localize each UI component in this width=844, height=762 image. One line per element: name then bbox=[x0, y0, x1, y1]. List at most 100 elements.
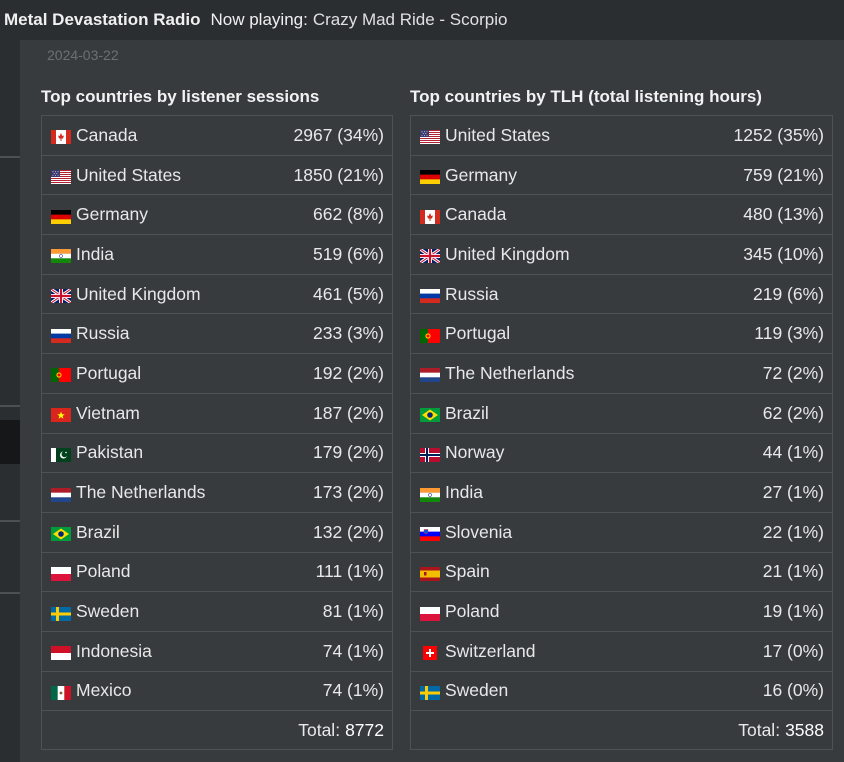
table-row: United States 1850 (21%) bbox=[42, 156, 392, 196]
germany-flag-icon bbox=[51, 208, 71, 224]
table-row: Slovenia 22 (1%) bbox=[411, 513, 832, 553]
canada-flag-icon bbox=[420, 208, 440, 224]
country-value: 480 (13%) bbox=[743, 204, 824, 225]
country-value: 173 (2%) bbox=[312, 482, 384, 503]
tlh-title: Top countries by TLH (total listening ho… bbox=[410, 87, 762, 106]
table-row: Pakistan 179 (2%) bbox=[42, 434, 392, 474]
sessions-table: Canada 2967 (34%) United States 1850 (21%) G… bbox=[41, 115, 393, 751]
country-name: Poland bbox=[76, 561, 131, 582]
country-name: United Kingdom bbox=[76, 283, 201, 304]
table-row: Canada 480 (13%) bbox=[411, 195, 832, 236]
table-row: Canada 2967 (34%) bbox=[42, 116, 392, 156]
country-value: 74 (1%) bbox=[322, 680, 384, 701]
country-name: Germany bbox=[445, 164, 517, 185]
country-name: India bbox=[445, 482, 483, 503]
tlh-total-value: 3588 bbox=[785, 719, 824, 740]
sidebar-divider bbox=[0, 405, 20, 407]
country-value: 17 (0%) bbox=[762, 640, 824, 661]
country-value: 759 (21%) bbox=[743, 164, 824, 185]
sidebar-active-item[interactable] bbox=[0, 420, 20, 464]
netherlands-flag-icon bbox=[51, 486, 71, 502]
spain-flag-icon bbox=[420, 565, 440, 581]
station-name[interactable]: Metal Devastation Radio bbox=[4, 10, 201, 29]
poland-flag-icon bbox=[51, 565, 71, 582]
pakistan-flag-icon bbox=[51, 446, 71, 462]
left-sidebar-strip bbox=[0, 40, 20, 762]
table-row: Portugal 192 (2%) bbox=[42, 354, 392, 394]
uk-flag-icon bbox=[419, 247, 441, 265]
country-name: The Netherlands bbox=[76, 482, 206, 503]
sweden-flag-icon bbox=[420, 684, 440, 700]
tlh-total-label: Total: bbox=[738, 719, 781, 740]
portugal-flag-icon bbox=[51, 366, 71, 383]
tlh-rows: United States 1252 (35%) Germany 759 (21%) C… bbox=[411, 116, 832, 712]
india-flag-icon bbox=[420, 486, 440, 502]
brazil-flag-icon bbox=[420, 406, 440, 423]
indonesia-flag-icon bbox=[51, 644, 71, 661]
country-name: Brazil bbox=[76, 521, 120, 542]
table-row: India 519 (6%) bbox=[42, 235, 392, 275]
country-value: 22 (1%) bbox=[762, 521, 824, 542]
country-value: 21 (1%) bbox=[762, 561, 824, 582]
country-name: Pakistan bbox=[76, 442, 144, 463]
table-row: Poland 19 (1%) bbox=[411, 592, 832, 632]
country-value: 187 (2%) bbox=[312, 402, 384, 423]
portugal-flag-icon bbox=[420, 327, 440, 343]
brazil-flag-icon bbox=[51, 525, 71, 542]
country-value: 519 (6%) bbox=[312, 243, 384, 264]
table-row: Switzerland 17 (0%) bbox=[411, 632, 832, 672]
norway-flag-icon bbox=[420, 446, 440, 462]
russia-flag-icon bbox=[420, 287, 440, 304]
us-flag-icon bbox=[51, 168, 71, 185]
country-value: 44 (1%) bbox=[762, 442, 824, 463]
table-row: United States 1252 (35%) bbox=[411, 116, 832, 156]
country-value: 662 (8%) bbox=[312, 204, 384, 225]
country-name: Slovenia bbox=[445, 521, 513, 542]
country-name: Mexico bbox=[76, 680, 132, 701]
table-row: Brazil 62 (2%) bbox=[411, 394, 832, 434]
country-value: 81 (1%) bbox=[322, 601, 384, 622]
now-playing-track: Crazy Mad Ride - Scorpio bbox=[312, 10, 508, 29]
table-row: Norway 44 (1%) bbox=[411, 434, 832, 474]
country-name: Russia bbox=[445, 283, 499, 304]
table-row: Russia 233 (3%) bbox=[42, 314, 392, 355]
country-value: 19 (1%) bbox=[762, 601, 824, 622]
switzerland-flag-icon bbox=[420, 644, 440, 661]
mexico-flag-icon bbox=[51, 684, 72, 700]
now-playing-label: Now playing: bbox=[210, 10, 308, 29]
country-name: Sweden bbox=[76, 601, 140, 622]
country-name: Poland bbox=[445, 601, 500, 622]
sessions-rows: Canada 2967 (34%) United States 1850 (21%) G… bbox=[42, 116, 392, 712]
table-row: Vietnam 187 (2%) bbox=[42, 394, 392, 434]
poland-flag-icon bbox=[420, 605, 440, 621]
country-name: Portugal bbox=[445, 323, 511, 344]
slovenia-flag-icon bbox=[420, 525, 440, 542]
netherlands-flag-icon bbox=[420, 366, 440, 383]
country-name: Brazil bbox=[445, 402, 489, 423]
us-flag-icon bbox=[420, 128, 440, 145]
russia-flag-icon bbox=[51, 327, 71, 343]
country-name: United States bbox=[76, 164, 182, 185]
country-value: 119 (3%) bbox=[754, 323, 824, 344]
country-name: United Kingdom bbox=[445, 243, 570, 264]
table-row: Germany 759 (21%) bbox=[411, 156, 832, 196]
table-row: Sweden 16 (0%) bbox=[411, 672, 832, 712]
canada-flag-icon bbox=[51, 128, 71, 145]
table-row: Russia 219 (6%) bbox=[411, 275, 832, 315]
country-value: 345 (10%) bbox=[743, 243, 824, 264]
country-name: Switzerland bbox=[445, 640, 536, 661]
sidebar-divider bbox=[0, 156, 20, 158]
country-value: 132 (2%) bbox=[312, 521, 384, 542]
sessions-title: Top countries by listener sessions bbox=[41, 87, 320, 106]
table-row: Germany 662 (8%) bbox=[42, 195, 392, 236]
country-value: 233 (3%) bbox=[312, 323, 384, 344]
vietnam-flag-icon bbox=[51, 406, 71, 423]
country-value: 27 (1%) bbox=[762, 482, 824, 503]
table-row: Sweden 81 (1%) bbox=[42, 592, 392, 632]
country-name: Indonesia bbox=[76, 640, 152, 661]
table-row: The Netherlands 72 (2%) bbox=[411, 354, 832, 394]
country-value: 1850 (21%) bbox=[293, 164, 384, 185]
table-row: Mexico 74 (1%) bbox=[42, 672, 392, 712]
table-row: Spain 21 (1%) bbox=[411, 553, 832, 593]
country-name: Vietnam bbox=[76, 402, 140, 423]
